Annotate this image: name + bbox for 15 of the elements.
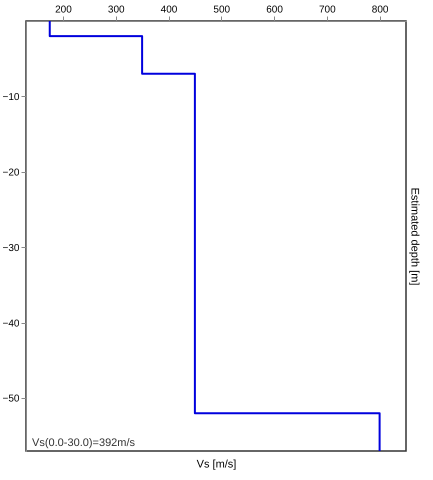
y-tick-label: −30 bbox=[2, 242, 20, 254]
x-tick-label: 400 bbox=[160, 4, 178, 16]
x-tick-label: 800 bbox=[372, 4, 389, 16]
x-tick-label: 500 bbox=[213, 4, 231, 16]
x-axis-title: Vs [m/s] bbox=[196, 458, 236, 470]
y-tick-label: −20 bbox=[2, 167, 20, 178]
annotation: Vs(0.0-30.0)=392m/s bbox=[32, 437, 136, 449]
y-tick-label: −50 bbox=[2, 394, 20, 405]
y-axis-title: Estimated depth [m] bbox=[408, 188, 420, 286]
x-tick-label: 600 bbox=[266, 4, 284, 16]
y-tick-label: −10 bbox=[2, 92, 20, 103]
x-tick-label: 200 bbox=[55, 4, 72, 16]
x-tick-label: 700 bbox=[318, 4, 336, 16]
x-tick-label: 300 bbox=[108, 4, 125, 16]
y-tick-label: −40 bbox=[2, 318, 20, 330]
